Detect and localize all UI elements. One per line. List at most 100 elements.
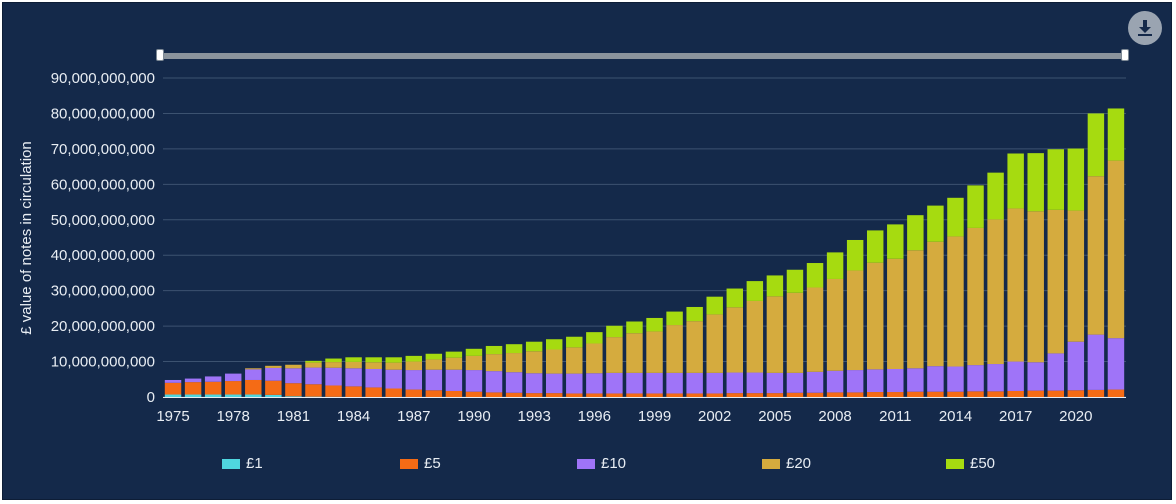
bar-segment-2002-gbp20[interactable] — [706, 314, 723, 373]
bar-segment-2012-gbp5[interactable] — [907, 391, 924, 397]
bar-segment-1998-gbp20[interactable] — [626, 333, 643, 373]
bar-segment-2011-gbp5[interactable] — [887, 392, 904, 397]
bar-segment-2019-gbp50[interactable] — [1047, 149, 1065, 210]
bar-segment-2008-gbp20[interactable] — [826, 278, 844, 371]
bar-segment-2000-gbp10[interactable] — [666, 372, 683, 394]
bar-segment-1993-gbp50[interactable] — [525, 341, 543, 352]
bar-segment-2005-gbp50[interactable] — [766, 275, 784, 297]
bar-segment-1982-gbp5[interactable] — [305, 384, 322, 397]
bar-segment-2002-gbp50[interactable] — [706, 296, 723, 315]
bar-segment-1986-gbp10[interactable] — [385, 369, 402, 389]
bar-segment-1997-gbp50[interactable] — [606, 325, 623, 338]
bar-segment-2011-gbp50[interactable] — [887, 224, 904, 259]
bar-segment-2021-gbp20[interactable] — [1087, 176, 1105, 335]
bar-segment-2021-gbp50[interactable] — [1087, 113, 1105, 177]
bar-segment-1979-gbp5[interactable] — [245, 379, 262, 395]
bar-segment-1994-gbp5[interactable] — [545, 393, 563, 397]
bar-segment-2022-gbp50[interactable] — [1107, 108, 1125, 161]
bar-segment-1982-gbp10[interactable] — [305, 367, 322, 385]
bar-segment-2021-gbp5[interactable] — [1087, 389, 1105, 397]
bar-segment-1978-gbp10[interactable] — [224, 373, 242, 382]
bar-segment-1996-gbp10[interactable] — [586, 373, 603, 394]
bar-segment-2021-gbp10[interactable] — [1087, 334, 1105, 390]
bar-segment-1981-gbp1[interactable] — [285, 396, 302, 397]
bar-segment-2019-gbp10[interactable] — [1047, 353, 1065, 391]
bar-segment-2002-gbp5[interactable] — [706, 393, 723, 397]
bar-segment-1989-gbp5[interactable] — [445, 390, 463, 397]
bar-segment-1999-gbp50[interactable] — [646, 317, 663, 332]
bar-segment-1992-gbp50[interactable] — [505, 344, 523, 354]
bar-segment-1983-gbp5[interactable] — [325, 385, 342, 397]
bar-segment-1988-gbp5[interactable] — [425, 390, 443, 397]
range-slider-track[interactable] — [160, 53, 1126, 59]
bar-segment-2000-gbp50[interactable] — [666, 311, 683, 326]
bar-segment-1991-gbp10[interactable] — [485, 371, 503, 393]
bar-segment-1989-gbp20[interactable] — [445, 357, 463, 370]
bar-segment-1979-gbp1[interactable] — [245, 394, 262, 397]
bar-segment-2017-gbp50[interactable] — [1007, 153, 1024, 209]
bar-segment-1997-gbp20[interactable] — [606, 337, 623, 373]
bar-segment-2006-gbp5[interactable] — [786, 392, 804, 397]
bar-segment-2007-gbp50[interactable] — [806, 263, 824, 288]
bar-segment-2020-gbp20[interactable] — [1067, 210, 1085, 342]
bar-segment-1987-gbp5[interactable] — [405, 389, 423, 397]
bar-segment-2009-gbp5[interactable] — [846, 392, 864, 397]
bar-segment-2003-gbp10[interactable] — [726, 372, 744, 394]
bar-segment-1975-gbp10[interactable] — [164, 379, 182, 383]
bar-segment-1984-gbp10[interactable] — [345, 368, 362, 387]
bar-segment-2016-gbp5[interactable] — [987, 391, 1004, 397]
bar-segment-1977-gbp1[interactable] — [204, 394, 222, 397]
bar-segment-1975-gbp5[interactable] — [164, 382, 182, 395]
bar-segment-1977-gbp10[interactable] — [204, 376, 222, 382]
bar-segment-1984-gbp5[interactable] — [345, 386, 362, 397]
bar-segment-1987-gbp10[interactable] — [405, 370, 423, 390]
bar-segment-2010-gbp5[interactable] — [866, 392, 884, 397]
bar-segment-1995-gbp10[interactable] — [566, 373, 583, 394]
bar-segment-2009-gbp50[interactable] — [846, 239, 864, 271]
bar-segment-2009-gbp10[interactable] — [846, 370, 864, 393]
download-button[interactable] — [1128, 11, 1162, 45]
bar-segment-1986-gbp50[interactable] — [385, 357, 402, 363]
bar-segment-1976-gbp1[interactable] — [184, 394, 202, 397]
bar-segment-1990-gbp10[interactable] — [465, 370, 483, 392]
bar-segment-1981-gbp20[interactable] — [285, 364, 302, 369]
bar-segment-1988-gbp20[interactable] — [425, 359, 443, 370]
bar-segment-1995-gbp50[interactable] — [566, 336, 583, 348]
bar-segment-2001-gbp10[interactable] — [686, 372, 703, 394]
bar-segment-1980-gbp1[interactable] — [265, 394, 282, 397]
bar-segment-2014-gbp50[interactable] — [947, 197, 964, 237]
bar-segment-2013-gbp50[interactable] — [927, 205, 944, 242]
bar-segment-2015-gbp50[interactable] — [967, 185, 984, 228]
bar-segment-2003-gbp50[interactable] — [726, 288, 744, 308]
bar-segment-2015-gbp20[interactable] — [967, 227, 984, 366]
bar-segment-2016-gbp20[interactable] — [987, 219, 1004, 365]
bar-segment-2013-gbp10[interactable] — [927, 366, 944, 392]
bar-segment-1980-gbp10[interactable] — [265, 367, 282, 381]
bar-segment-1999-gbp20[interactable] — [646, 331, 663, 373]
bar-segment-1995-gbp5[interactable] — [566, 393, 583, 397]
bar-segment-2022-gbp5[interactable] — [1107, 389, 1125, 397]
bar-segment-1998-gbp10[interactable] — [626, 372, 643, 394]
bar-segment-1983-gbp10[interactable] — [325, 367, 342, 386]
bar-segment-1990-gbp5[interactable] — [465, 391, 483, 397]
legend-item-1[interactable]: £1 — [222, 455, 263, 472]
bar-segment-2019-gbp20[interactable] — [1047, 209, 1065, 354]
bar-segment-1978-gbp5[interactable] — [224, 381, 242, 395]
bar-segment-1999-gbp10[interactable] — [646, 372, 663, 394]
bar-segment-2011-gbp20[interactable] — [887, 258, 904, 369]
bar-segment-1991-gbp50[interactable] — [485, 345, 503, 355]
bar-segment-2000-gbp5[interactable] — [666, 393, 683, 397]
bar-segment-2018-gbp20[interactable] — [1027, 211, 1044, 363]
bar-segment-1984-gbp20[interactable] — [345, 361, 362, 369]
bar-segment-1988-gbp50[interactable] — [425, 353, 443, 360]
bar-segment-1985-gbp10[interactable] — [365, 369, 382, 388]
bar-segment-2022-gbp20[interactable] — [1107, 160, 1125, 339]
bar-segment-1987-gbp20[interactable] — [405, 361, 423, 371]
bar-segment-1984-gbp50[interactable] — [345, 357, 362, 362]
bar-segment-2015-gbp5[interactable] — [967, 391, 984, 397]
bar-segment-1978-gbp1[interactable] — [224, 394, 242, 397]
bar-segment-2006-gbp50[interactable] — [786, 269, 804, 293]
bar-segment-2001-gbp50[interactable] — [686, 306, 703, 322]
bar-segment-2014-gbp5[interactable] — [947, 391, 964, 397]
bar-segment-1985-gbp20[interactable] — [365, 362, 382, 369]
